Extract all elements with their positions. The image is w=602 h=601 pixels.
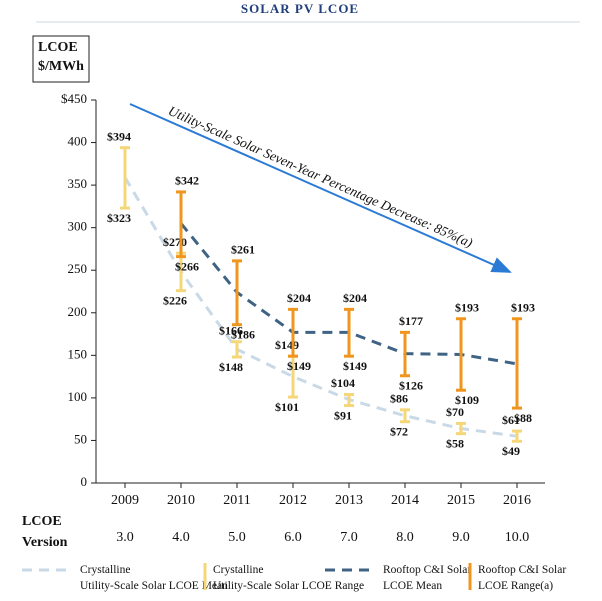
- data-label: $149: [275, 338, 299, 352]
- x-tick-label: 2011: [223, 493, 250, 508]
- data-label: $394: [107, 129, 131, 143]
- data-label: $204: [287, 291, 311, 305]
- data-label: $226: [163, 293, 187, 307]
- data-label: $323: [107, 211, 131, 225]
- x-tick-label: 2013: [335, 493, 363, 508]
- data-label: $261: [231, 243, 255, 257]
- data-label: $177: [399, 314, 423, 328]
- data-label: $88: [514, 411, 532, 425]
- data-label: $149: [287, 359, 311, 373]
- y-tick-label: 250: [68, 261, 88, 276]
- version-value: 7.0: [340, 530, 358, 545]
- annotation-arrow: [129, 103, 512, 273]
- version-label: Version: [22, 535, 68, 550]
- data-label: $91: [334, 408, 352, 422]
- data-label: $166: [219, 323, 243, 337]
- y-axis-label-box: [32, 35, 90, 83]
- version-value: 4.0: [172, 530, 190, 545]
- x-tick-label: 2009: [111, 493, 139, 508]
- data-label: $193: [455, 300, 479, 314]
- data-label: $148: [219, 360, 243, 374]
- mean-line: [123, 176, 518, 438]
- y-axis-label: $/MWh: [38, 59, 84, 74]
- x-tick-label: 2015: [447, 493, 475, 508]
- x-tick-label: 2010: [167, 493, 195, 508]
- data-label: $61: [502, 413, 520, 427]
- y-tick-label: 50: [74, 431, 87, 446]
- x-tick-label: 2014: [391, 493, 419, 508]
- data-label: $70: [446, 405, 464, 419]
- data-label: $266: [175, 259, 199, 273]
- y-tick-label: 100: [68, 389, 88, 404]
- y-tick-label: 400: [68, 134, 88, 149]
- version-label: LCOE: [22, 514, 62, 529]
- x-tick-label: 2012: [279, 493, 307, 508]
- version-value: 5.0: [228, 530, 246, 545]
- data-label: $109: [455, 393, 479, 407]
- y-tick-label: 0: [81, 474, 88, 489]
- legend-label: Crystalline Utility-Scale Solar LCOE Mean: [80, 564, 228, 592]
- data-label: $149: [343, 359, 367, 373]
- data-label: $204: [343, 291, 367, 305]
- data-label: $342: [175, 174, 199, 188]
- chart-title: SOLAR PV LCOE: [241, 1, 359, 16]
- version-value: 3.0: [116, 530, 134, 545]
- legend-label: Rooftop C&I Solar LCOE Mean: [383, 564, 471, 592]
- data-label: $193: [511, 300, 535, 314]
- x-tick-label: 2016: [503, 493, 531, 508]
- version-value: 10.0: [505, 530, 530, 545]
- legend-label: Crystalline Utility-Scale Solar LCOE Rang…: [213, 564, 364, 592]
- version-value: 8.0: [396, 530, 414, 545]
- y-tick-label: 200: [68, 304, 88, 319]
- data-label: $72: [390, 424, 408, 438]
- version-value: 6.0: [284, 530, 302, 545]
- y-tick-label: 350: [68, 176, 88, 191]
- data-label: $186: [231, 327, 255, 341]
- y-axis-label: LCOE: [38, 40, 78, 55]
- data-label: $86: [390, 392, 408, 406]
- annotation: Utility-Scale Solar Seven-Year Percentag…: [166, 103, 475, 251]
- data-label: $104: [331, 376, 355, 390]
- data-label: $101: [275, 400, 299, 414]
- y-tick-label: $450: [61, 91, 87, 106]
- y-tick-label: 300: [68, 219, 88, 234]
- version-value: 9.0: [452, 530, 470, 545]
- legend-label: Rooftop C&I Solar LCOE Range(a): [478, 564, 566, 592]
- data-label: $58: [446, 436, 464, 450]
- data-label: $270: [163, 235, 187, 249]
- data-label: $49: [502, 444, 520, 458]
- y-tick-label: 150: [68, 346, 88, 361]
- data-label: $126: [399, 379, 423, 393]
